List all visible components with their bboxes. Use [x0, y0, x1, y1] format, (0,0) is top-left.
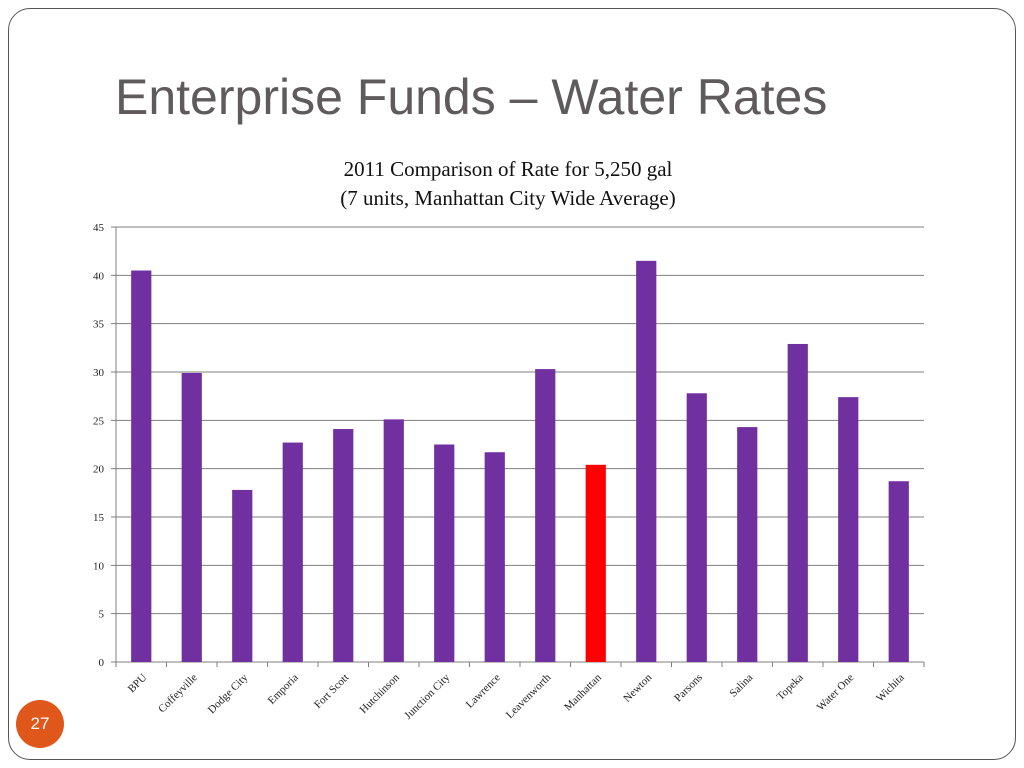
slide-title: Enterprise Funds – Water Rates [115, 69, 828, 125]
chart-subtitle: (7 units, Manhattan City Wide Average) [340, 186, 676, 210]
x-tick-label: Manhattan [562, 671, 604, 713]
bar [484, 452, 505, 662]
y-tick-label: 45 [93, 222, 105, 234]
chart-title-block: 2011 Comparison of Rate for 5,250 gal (7… [0, 155, 1016, 213]
page-number-badge: 27 [16, 700, 64, 748]
x-tick-label: Newton [621, 671, 654, 704]
x-tick-label: Lawrence [464, 672, 503, 711]
y-tick-label: 20 [93, 464, 105, 476]
bar [585, 464, 606, 662]
x-tick-label: Leavenworth [504, 671, 554, 721]
x-tick-label: Water One [815, 672, 857, 714]
x-tick-label: Wichita [874, 672, 907, 705]
x-tick-label: Dodge City [206, 671, 251, 716]
x-tick-label: BPU [126, 672, 150, 696]
bar [787, 343, 808, 662]
y-tick-label: 0 [99, 657, 105, 669]
x-tick-label: Coffeyville [156, 672, 200, 716]
x-tick-label: Fort Scott [312, 672, 351, 711]
bar [838, 397, 859, 662]
y-tick-label: 40 [93, 270, 105, 282]
bar [282, 442, 303, 662]
y-tick-label: 5 [99, 609, 105, 621]
bar [888, 481, 909, 662]
x-tick-label: Topeka [775, 672, 806, 703]
bar [636, 260, 657, 662]
bar [737, 427, 758, 662]
chart-title: 2011 Comparison of Rate for 5,250 gal [343, 157, 673, 181]
bar [181, 372, 202, 662]
x-tick-label: Salina [727, 672, 755, 700]
bar [535, 369, 556, 662]
y-tick-label: 15 [93, 512, 105, 524]
y-tick-label: 25 [93, 415, 105, 427]
bar [333, 429, 354, 662]
y-tick-label: 30 [93, 367, 105, 379]
bar [131, 270, 152, 662]
bar [232, 489, 253, 662]
x-tick-label: Parsons [672, 672, 705, 705]
y-tick-label: 10 [93, 560, 105, 572]
bar [686, 393, 707, 662]
x-tick-label: Emporia [266, 672, 301, 707]
bar [434, 444, 455, 662]
x-tick-label: Hutchinson [358, 671, 403, 716]
y-tick-label: 35 [93, 319, 105, 331]
bar [383, 419, 404, 662]
x-tick-label: Junction City [402, 671, 453, 722]
